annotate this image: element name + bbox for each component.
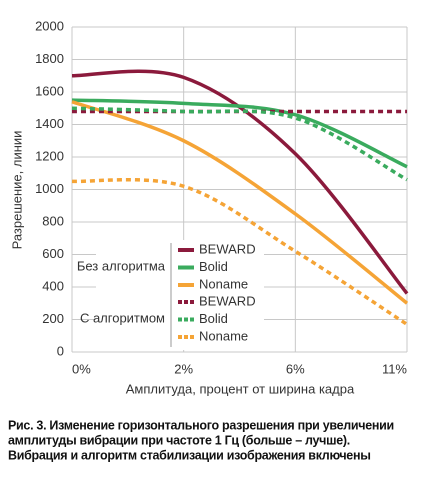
caption-line: Рис. 3. Изменение горизонтального разреш… bbox=[8, 418, 394, 432]
y-tick-label: 600 bbox=[42, 246, 64, 261]
x-tick-label: 6% bbox=[286, 361, 305, 376]
y-tick-label: 2000 bbox=[35, 18, 64, 33]
y-axis-title: Разрешение, линии bbox=[9, 131, 24, 250]
line-series bbox=[71, 106, 408, 182]
line-series bbox=[71, 69, 409, 295]
y-tick-label: 1400 bbox=[35, 116, 64, 131]
legend-group-title: Без алгоритма bbox=[77, 258, 166, 273]
line-series bbox=[71, 98, 408, 169]
legend-label: Bolid bbox=[199, 311, 228, 326]
x-tick-label: 11% bbox=[382, 361, 407, 376]
legend-label: Bolid bbox=[199, 259, 228, 274]
y-tick-label: 800 bbox=[42, 213, 64, 228]
caption-line: амплитуды вибрации при частоте 1 Гц (бол… bbox=[8, 433, 350, 447]
y-tick-label: 400 bbox=[42, 278, 64, 293]
y-tick-label: 200 bbox=[42, 311, 64, 326]
legend-label: Noname bbox=[199, 328, 248, 343]
legend-box bbox=[96, 240, 264, 350]
x-axis-title: Амплитуда, процент от ширина кадра bbox=[126, 381, 355, 396]
line-series bbox=[71, 100, 409, 305]
x-tick-label: 2% bbox=[174, 361, 193, 376]
y-tick-label: 1000 bbox=[35, 181, 64, 196]
line-series bbox=[71, 177, 408, 326]
y-tick-label: 0 bbox=[57, 343, 64, 358]
legend-label: Noname bbox=[199, 276, 248, 291]
x-tick-label: 0% bbox=[72, 361, 91, 376]
y-tick-label: 1800 bbox=[35, 51, 64, 66]
legend-label: BEWARD bbox=[199, 293, 256, 308]
legend-label: BEWARD bbox=[199, 241, 256, 256]
y-tick-label: 1200 bbox=[35, 148, 64, 163]
caption-line: Вибрация и алгоритм стабилизации изображ… bbox=[8, 448, 371, 462]
y-tick-label: 1600 bbox=[35, 83, 64, 98]
legend-group-title: С алгоритмом bbox=[80, 310, 165, 325]
